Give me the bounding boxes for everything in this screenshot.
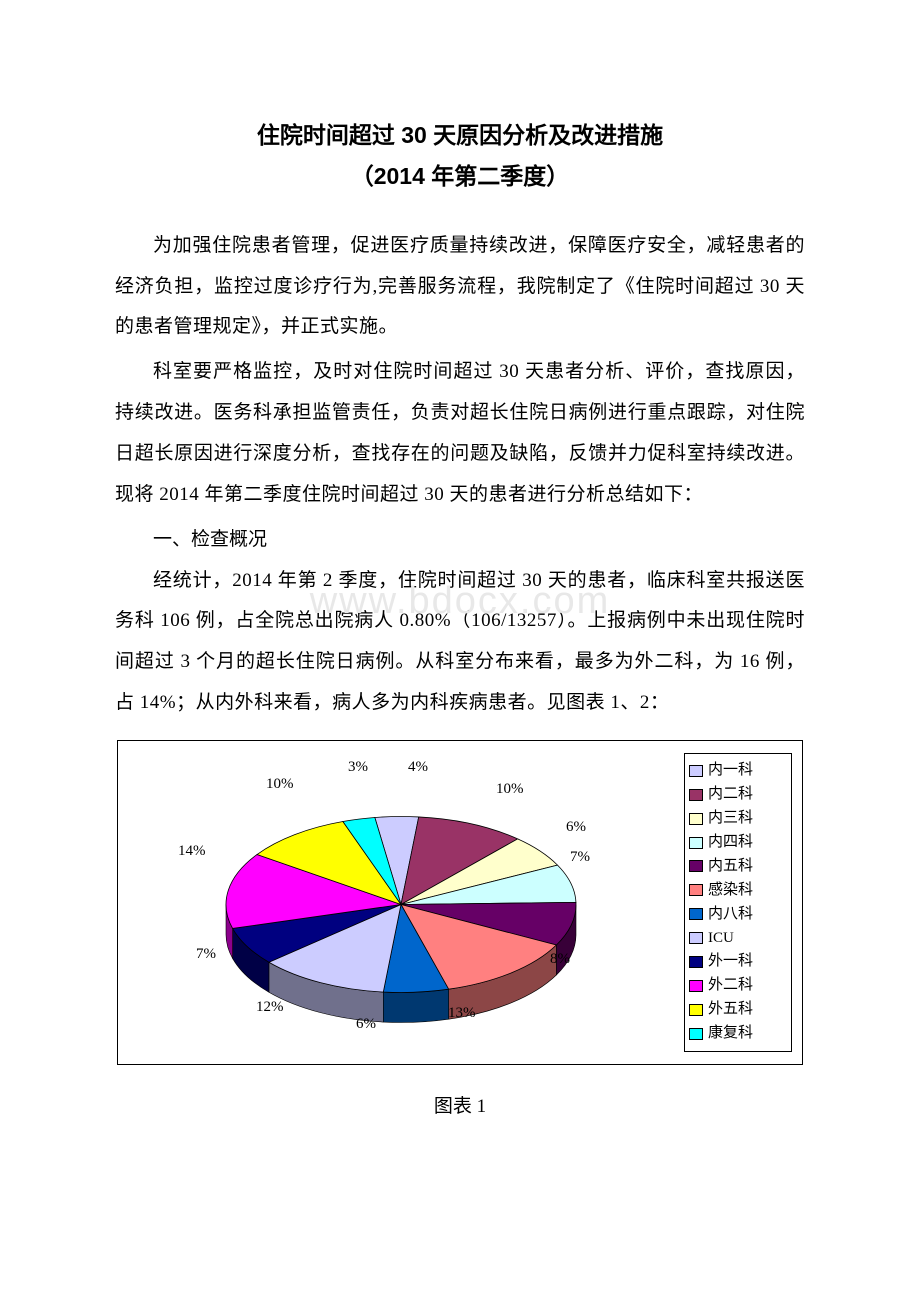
pie-slice-label: 3%: [348, 759, 368, 776]
legend-label: 内五科: [708, 855, 753, 878]
legend-swatch: [689, 1028, 703, 1040]
pie-slice-label: 12%: [256, 999, 284, 1016]
pie-slice-label: 8%: [550, 951, 570, 968]
legend-label: ICU: [708, 927, 734, 950]
pie-slice-label: 7%: [570, 849, 590, 866]
doc-title-line2: （2014 年第二季度）: [115, 156, 805, 197]
pie-slice-label: 6%: [566, 819, 586, 836]
legend-swatch: [689, 908, 703, 920]
chart-1-caption: 图表 1: [115, 1091, 805, 1118]
legend-item: ICU: [689, 927, 787, 950]
pie-slice-label: 6%: [356, 1016, 376, 1033]
legend-label: 内一科: [708, 759, 753, 782]
legend-item: 内三科: [689, 807, 787, 830]
legend-label: 外五科: [708, 998, 753, 1021]
legend-item: 内八科: [689, 903, 787, 926]
legend-swatch: [689, 837, 703, 849]
legend-swatch: [689, 813, 703, 825]
legend-swatch: [689, 932, 703, 944]
chart-legend: 内一科内二科内三科内四科内五科感染科内八科ICU外一科外二科外五科康复科: [684, 753, 792, 1052]
legend-swatch: [689, 884, 703, 896]
legend-item: 感染科: [689, 879, 787, 902]
legend-item: 外五科: [689, 998, 787, 1021]
paragraph-2: 科室要严格监控，及时对住院时间超过 30 天患者分析、评价，查找原因，持续改进。…: [115, 352, 805, 515]
legend-item: 内一科: [689, 759, 787, 782]
legend-label: 内四科: [708, 831, 753, 854]
legend-swatch: [689, 956, 703, 968]
pie-slice-label: 10%: [266, 776, 294, 793]
legend-swatch: [689, 1004, 703, 1016]
legend-swatch: [689, 980, 703, 992]
legend-label: 内三科: [708, 807, 753, 830]
chart-1-container: 4%10%6%7%8%13%6%12%7%14%10%3% 内一科内二科内三科内…: [117, 740, 803, 1065]
legend-label: 内八科: [708, 903, 753, 926]
legend-label: 康复科: [708, 1022, 753, 1045]
paragraph-1: 为加强住院患者管理，促进医疗质量持续改进，保障医疗安全，减轻患者的经济负担，监控…: [115, 226, 805, 349]
legend-item: 康复科: [689, 1022, 787, 1045]
doc-title-line1: 住院时间超过 30 天原因分析及改进措施: [115, 115, 805, 156]
legend-swatch: [689, 765, 703, 777]
legend-label: 感染科: [708, 879, 753, 902]
legend-item: 内五科: [689, 855, 787, 878]
paragraph-3: 经统计，2014 年第 2 季度，住院时间超过 30 天的患者，临床科室共报送医…: [115, 561, 805, 724]
legend-item: 内二科: [689, 783, 787, 806]
legend-label: 内二科: [708, 783, 753, 806]
pie-area: 4% 10% 6% 7% 8% 13% 6% 12% 7% 14% 10% 3%: [118, 741, 684, 1064]
pie-slice-label: 13%: [448, 1005, 476, 1022]
section-1-head: 一、检查概况: [115, 520, 805, 561]
legend-item: 内四科: [689, 831, 787, 854]
legend-label: 外一科: [708, 950, 753, 973]
legend-swatch: [689, 860, 703, 872]
pie-slice-label: 4%: [408, 759, 428, 776]
pie-slice-label: 14%: [178, 843, 206, 860]
pie-slice-label: 7%: [196, 946, 216, 963]
legend-item: 外一科: [689, 950, 787, 973]
pie-chart: [126, 740, 676, 1065]
legend-label: 外二科: [708, 974, 753, 997]
legend-swatch: [689, 789, 703, 801]
pie-slice-label: 10%: [496, 781, 524, 798]
legend-item: 外二科: [689, 974, 787, 997]
